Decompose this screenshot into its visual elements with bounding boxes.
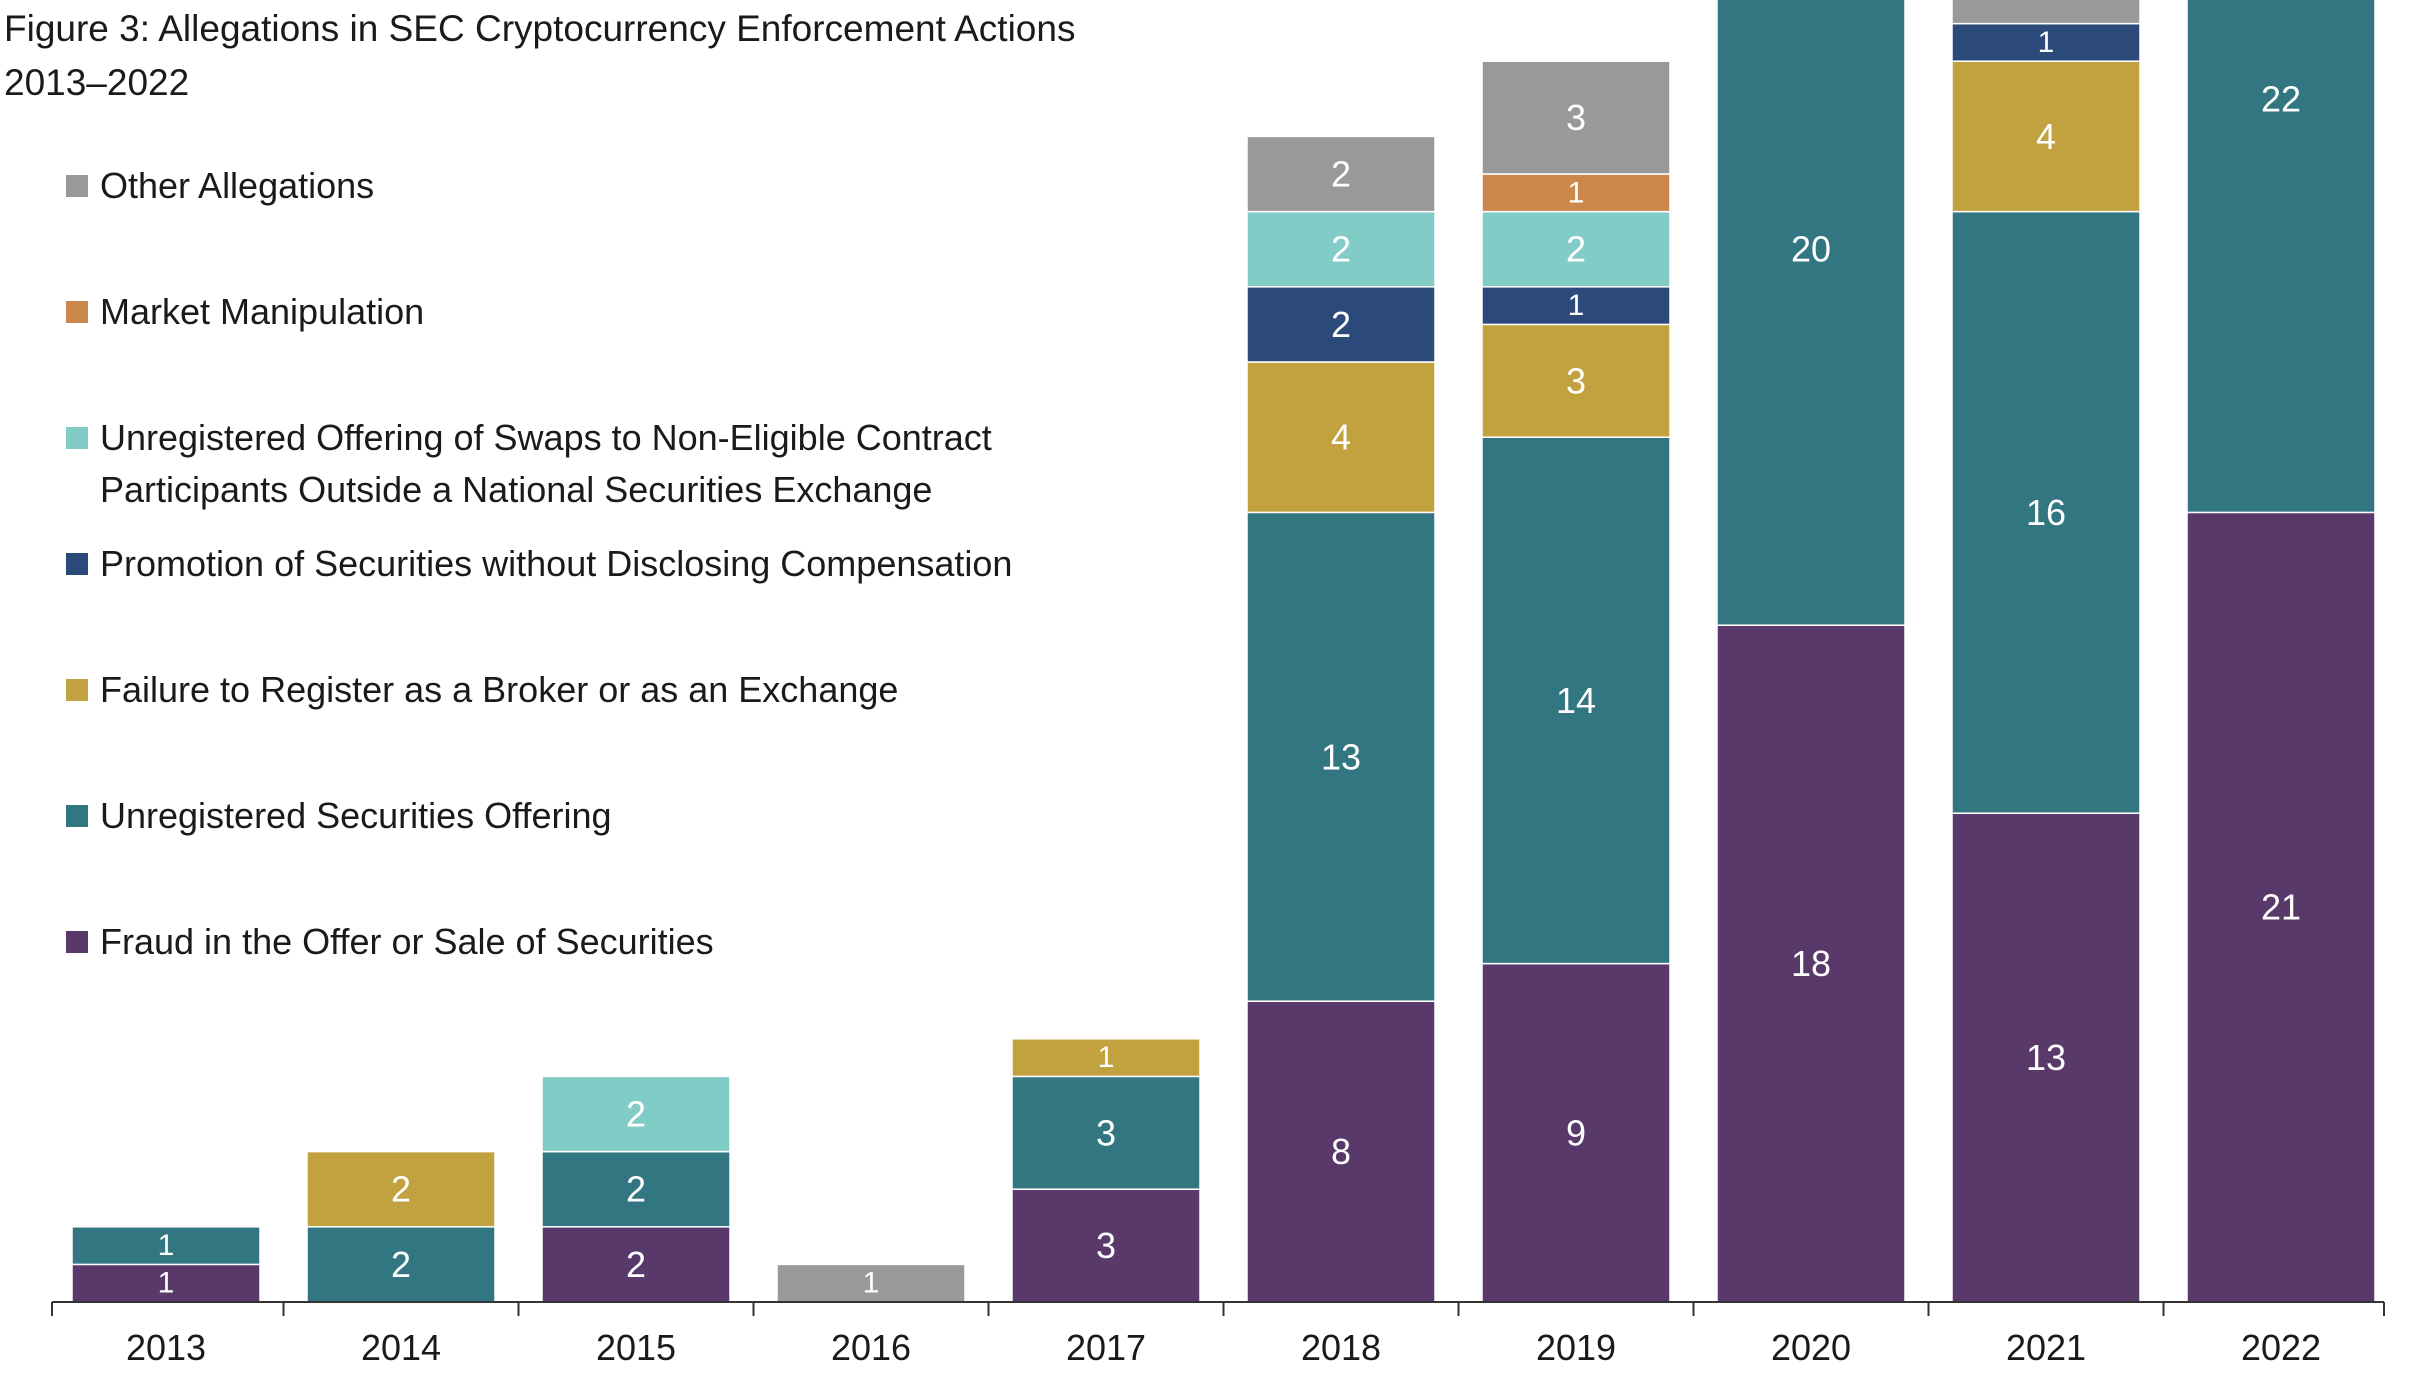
bar-data-label: 1 — [1568, 176, 1585, 209]
bar-data-label: 1 — [863, 1267, 880, 1300]
x-tick-label: 2014 — [361, 1327, 441, 1368]
bar-segment — [1246, 361, 1436, 514]
bar-data-label: 2 — [1331, 229, 1351, 270]
bar-segment — [1951, 22, 2141, 62]
bar-data-label: 14 — [1556, 680, 1596, 721]
bar-segment — [1246, 511, 1436, 1002]
bar-data-label: 20 — [1791, 229, 1831, 270]
bar-segment — [541, 1075, 731, 1153]
x-tick-label: 2018 — [1301, 1327, 1381, 1368]
bar-data-label: 1 — [1568, 289, 1585, 322]
chart-title-line-2: 2013–2022 — [4, 62, 190, 103]
chart-title-line-1: Figure 3: Allegations in SEC Cryptocurre… — [4, 8, 1076, 49]
legend-label: Fraud in the Offer or Sale of Securities — [100, 921, 714, 962]
x-tick-label: 2020 — [1771, 1327, 1851, 1368]
chart-title: Figure 3: Allegations in SEC Cryptocurre… — [4, 2, 1075, 110]
legend-swatch — [66, 931, 88, 953]
bar-data-label: 2 — [626, 1169, 646, 1210]
legend-label: Promotion of Securities without Disclosi… — [100, 543, 1013, 584]
bar-data-label: 4 — [1331, 417, 1351, 458]
bar-segment — [1481, 323, 1671, 438]
legend-label-line-2: Participants Outside a National Securiti… — [100, 469, 933, 510]
bar-data-label: 2 — [626, 1094, 646, 1135]
bar-data-label: 8 — [1331, 1131, 1351, 1172]
legend-label: Unregistered Securities Offering — [100, 795, 612, 836]
legend-label: Market Manipulation — [100, 291, 425, 332]
bar-segment — [2186, 511, 2376, 1303]
bar-data-label: 13 — [1321, 736, 1361, 777]
bar-data-label: 21 — [2261, 887, 2301, 928]
x-tick-label: 2019 — [1536, 1327, 1616, 1368]
bar-data-label: 3 — [1566, 360, 1586, 401]
bar-data-label: 9 — [1566, 1112, 1586, 1153]
legend-swatch — [66, 301, 88, 323]
bar-segment — [2186, 0, 2376, 514]
bar-segment — [1481, 60, 1671, 175]
bar-segment — [1246, 286, 1436, 363]
bar-data-label: 1 — [158, 1229, 175, 1262]
bar-segment — [1246, 135, 1436, 213]
bar-segment — [776, 1263, 966, 1303]
bar-segment — [1951, 60, 2141, 213]
x-tick-label: 2021 — [2006, 1327, 2086, 1368]
bar-segment — [1011, 1038, 1201, 1078]
bar-segment — [306, 1150, 496, 1228]
legend-swatch — [66, 427, 88, 449]
bar-data-label: 2 — [391, 1169, 411, 1210]
bar-data-label: 1 — [2038, 26, 2055, 59]
bar-data-label: 2 — [626, 1244, 646, 1285]
legend-label: Failure to Register as a Broker or as an… — [100, 669, 899, 710]
bar-segment — [1716, 0, 1906, 626]
bar-segment — [1246, 210, 1436, 288]
bar-segment — [1011, 1188, 1201, 1303]
x-tick-label: 2013 — [126, 1327, 206, 1368]
x-tick-label: 2017 — [1066, 1327, 1146, 1368]
bar-data-label: 4 — [2036, 116, 2056, 157]
bar-data-label: 2 — [1331, 154, 1351, 195]
bar-data-label: 16 — [2026, 492, 2066, 533]
bar-data-label: 13 — [2026, 1037, 2066, 1078]
legend-swatch — [66, 679, 88, 701]
bar-data-label: 2 — [391, 1244, 411, 1285]
bar-data-label: 1 — [158, 1267, 175, 1300]
bar-segment — [1716, 624, 1906, 1303]
bar-segment — [1246, 1000, 1436, 1303]
bar-data-label: 3 — [1096, 1112, 1116, 1153]
bar-segment — [1951, 0, 2141, 25]
legend-swatch — [66, 553, 88, 575]
bar-data-label: 18 — [1791, 943, 1831, 984]
bars-layer: 1122222133181342229143121318201221316414… — [71, 0, 2376, 1303]
bar-data-label: 2 — [1331, 304, 1351, 345]
legend-label: Other Allegations — [100, 165, 375, 206]
bar-data-label: 2 — [1566, 229, 1586, 270]
x-tick-label: 2022 — [2241, 1327, 2321, 1368]
bar-segment — [306, 1226, 496, 1303]
bar-segment — [541, 1150, 731, 1228]
x-tick-label: 2016 — [831, 1327, 911, 1368]
bar-segment — [1481, 210, 1671, 288]
bar-data-label: 22 — [2261, 78, 2301, 119]
bar-segment — [1951, 210, 2141, 814]
bar-segment — [1951, 812, 2141, 1303]
bar-segment — [1481, 286, 1671, 326]
bar-segment — [1011, 1075, 1201, 1190]
x-tick-label: 2015 — [596, 1327, 676, 1368]
bar-data-label: 3 — [1096, 1225, 1116, 1266]
bar-segment — [71, 1226, 261, 1266]
legend-label: Unregistered Offering of Swaps to Non-El… — [100, 417, 992, 458]
x-axis: 2013 2014 2015 2016 2017 2018 2019 2020 2021 2022 — [51, 1301, 2385, 1368]
legend-swatch — [66, 805, 88, 827]
bar-segment — [541, 1226, 731, 1303]
bar-data-label: 3 — [1566, 97, 1586, 138]
bar-data-label: 1 — [1098, 1041, 1115, 1074]
legend-swatch — [66, 175, 88, 197]
